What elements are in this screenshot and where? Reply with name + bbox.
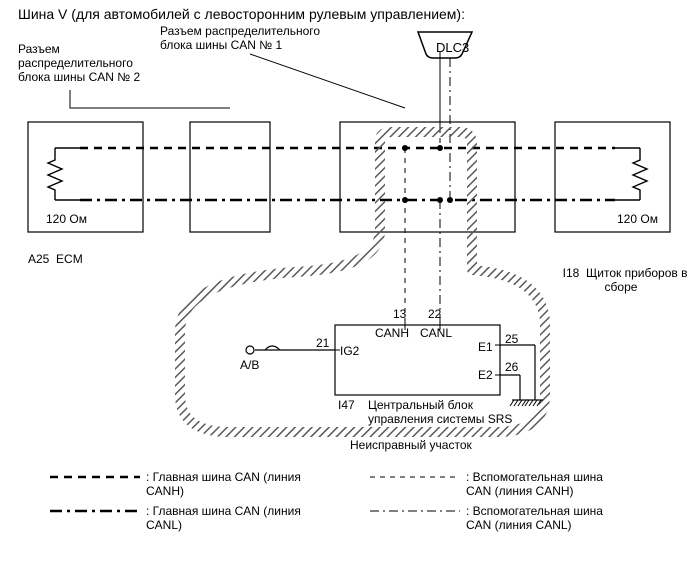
- pin-e2-num: 26: [505, 360, 518, 374]
- cluster-id: I18: [563, 266, 580, 280]
- ecm-id: A25: [28, 252, 49, 266]
- cluster-id-label: I18 Щиток приборов в сборе: [556, 252, 686, 294]
- legend-main-canh-text: : Главная шина CAN (линия CANH): [146, 470, 301, 498]
- srs-id: I47: [338, 398, 355, 412]
- cluster-name: Щиток приборов в сборе: [586, 266, 687, 294]
- pin-e1-num: 25: [505, 332, 518, 346]
- legend-main-canl: : Главная шина CAN (линия CANL): [50, 504, 330, 532]
- ecm-name: ECM: [56, 252, 83, 266]
- fault-label: Неисправный участок: [350, 438, 472, 452]
- cluster-res-label: 120 Ом: [617, 212, 658, 226]
- legend-sub-canl-text: : Вспомогательная шина CAN (линия CANL): [466, 504, 603, 532]
- pin-ig2-num: 21: [316, 336, 329, 350]
- legend-sub-canh-text: : Вспомогательная шина CAN (линия CANH): [466, 470, 603, 498]
- pin-e2: E2: [478, 368, 493, 382]
- pin-e1: E1: [478, 340, 493, 354]
- pin-ig2: IG2: [340, 344, 359, 358]
- legend: : Главная шина CAN (линия CANH) : Главна…: [50, 470, 650, 538]
- pin-canl: CANL: [420, 326, 452, 340]
- srs-name: Центральный блок управления системы SRS: [368, 398, 512, 426]
- legend-sub-canh: : Вспомогательная шина CAN (линия CANH): [370, 470, 650, 498]
- legend-main-canl-text: : Главная шина CAN (линия CANL): [146, 504, 301, 532]
- legend-main-canh: : Главная шина CAN (линия CANH): [50, 470, 330, 498]
- ecm-res-label: 120 Ом: [46, 212, 87, 226]
- ecm-id-label: A25 ECM: [28, 252, 83, 266]
- pin-canh-num: 13: [393, 307, 406, 321]
- pin-canh: CANH: [375, 326, 409, 340]
- pin-canl-num: 22: [428, 307, 441, 321]
- legend-sub-canl: : Вспомогательная шина CAN (линия CANL): [370, 504, 650, 532]
- ab-label: A/B: [240, 358, 259, 372]
